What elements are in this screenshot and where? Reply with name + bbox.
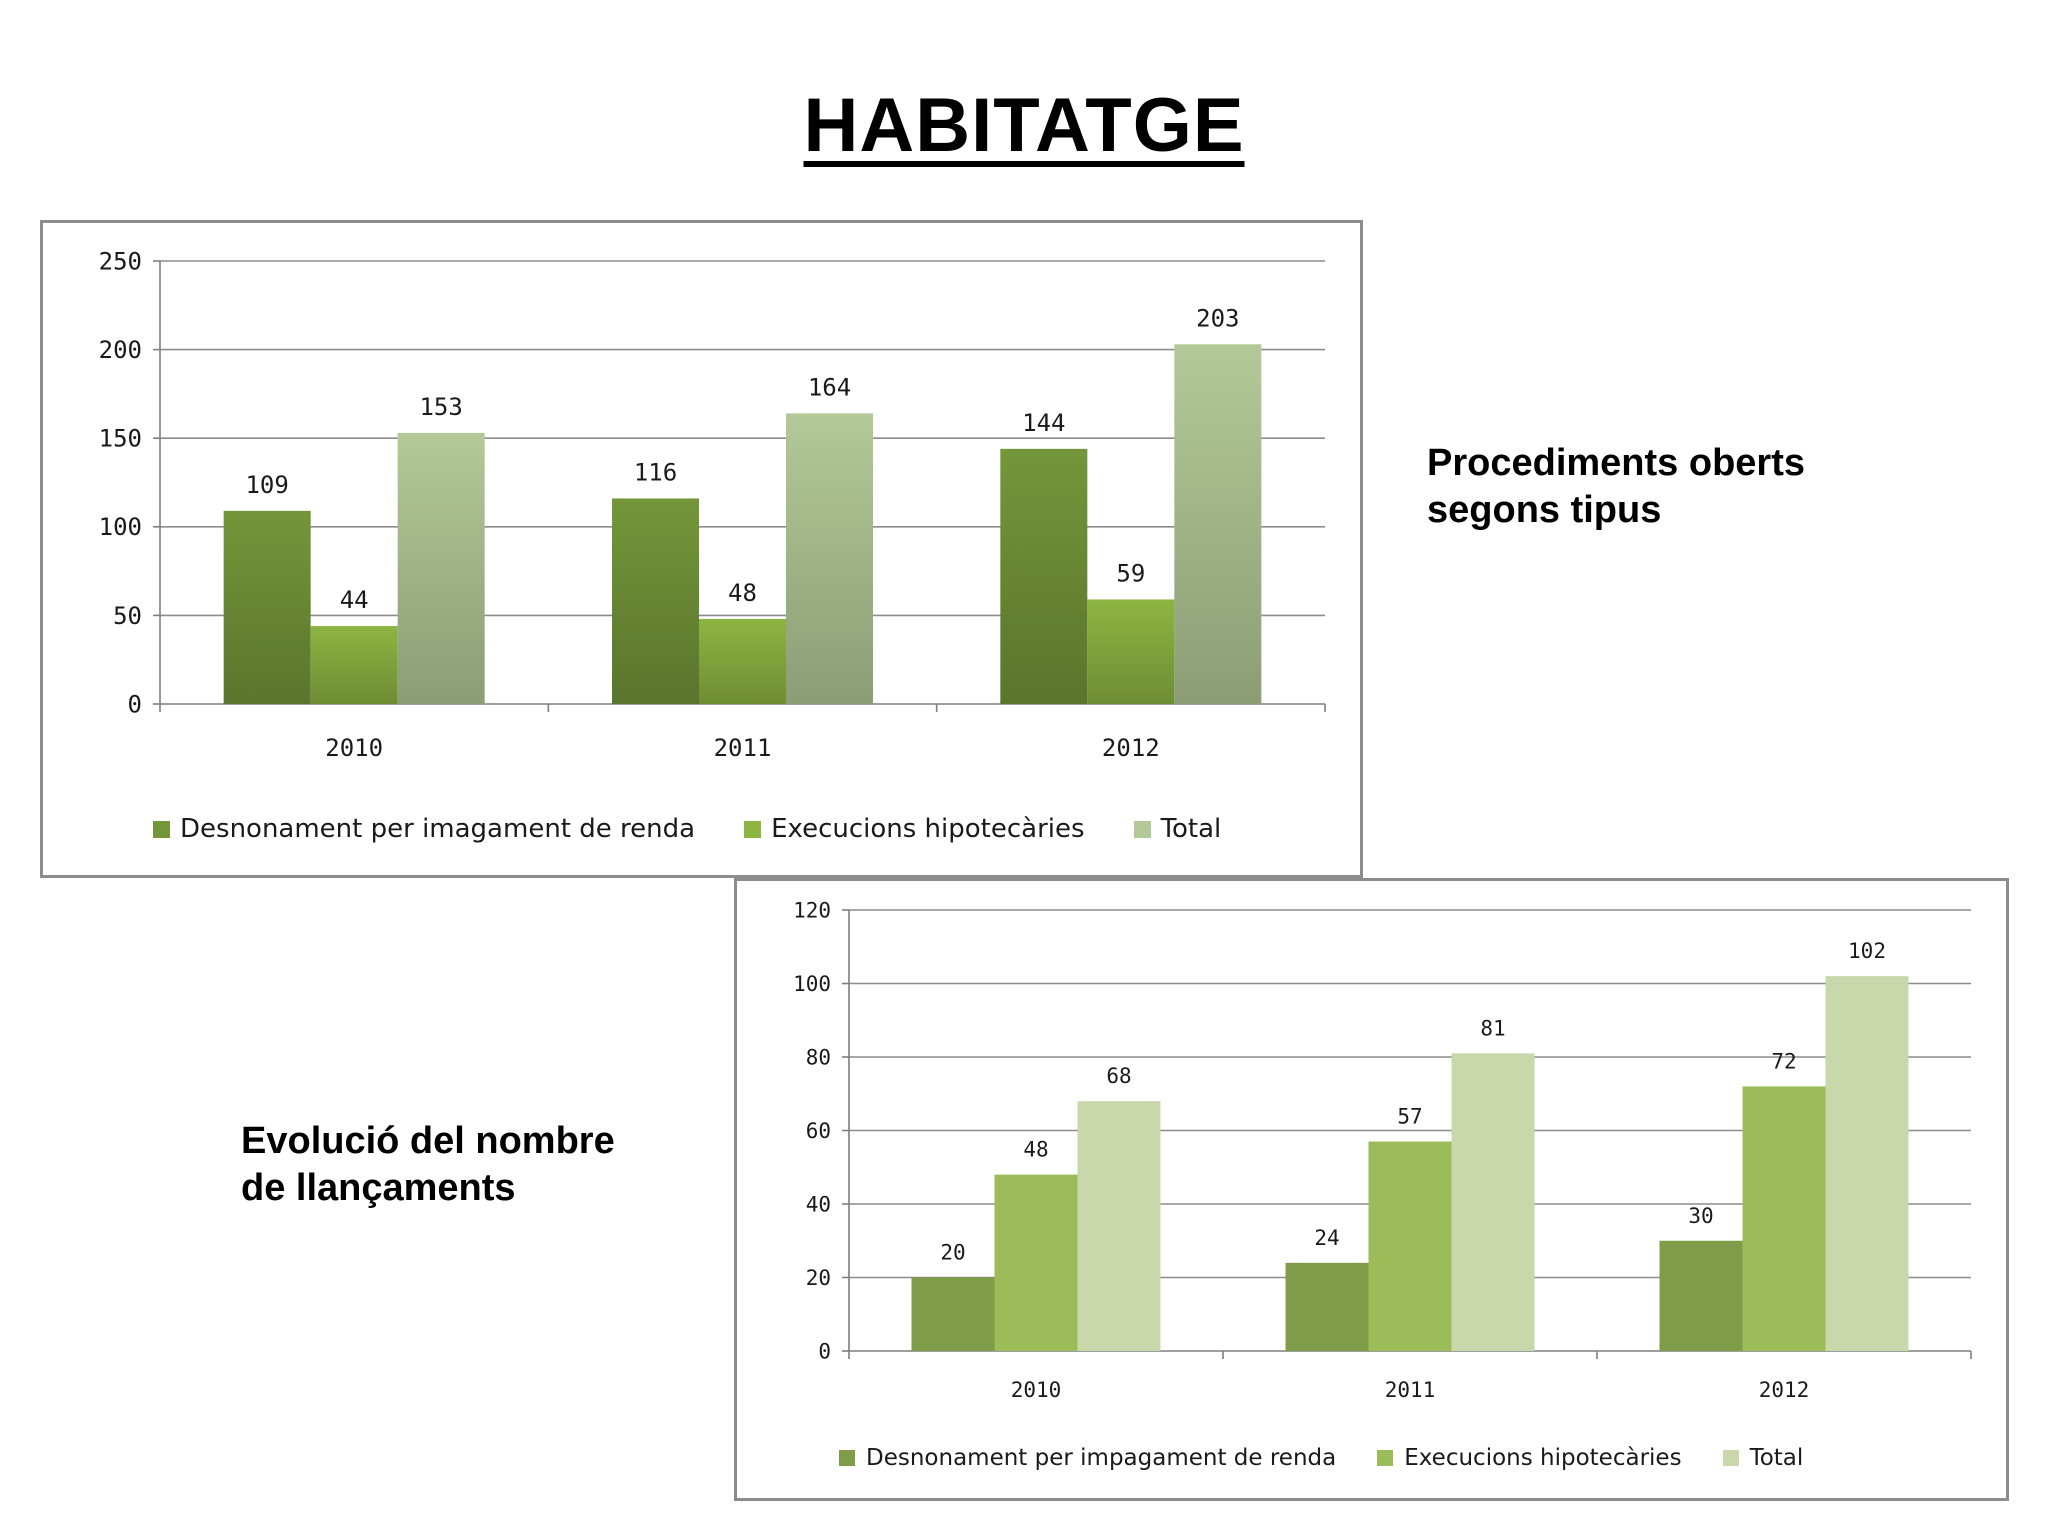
- legend-item-total: Total: [1722, 1445, 1804, 1471]
- legend-item-execucions: Execucions hipotecàries: [744, 814, 1085, 844]
- bar: [1087, 599, 1175, 704]
- bar: [699, 618, 786, 704]
- y-tick-label: 60: [806, 1119, 831, 1143]
- caption-line: segons tipus: [1427, 489, 1662, 531]
- legend-item-execucions: Execucions hipotecàries: [1377, 1445, 1682, 1471]
- bar: [1742, 1086, 1826, 1351]
- bar: [1451, 1053, 1535, 1351]
- y-tick-label: 100: [793, 972, 831, 996]
- y-tick-label: 0: [818, 1339, 831, 1363]
- data-label: 68: [1106, 1064, 1131, 1088]
- data-label: 109: [245, 471, 288, 499]
- data-label: 164: [808, 373, 851, 401]
- legend-swatch-desnonament: [153, 820, 170, 838]
- data-label: 203: [1196, 304, 1239, 332]
- y-tick-label: 200: [99, 336, 142, 364]
- bar: [1174, 344, 1262, 704]
- y-tick-label: 0: [128, 690, 142, 718]
- bar: [223, 510, 311, 704]
- chart-llancaments-caption: Evolució del nombre de llançaments: [241, 1118, 615, 1212]
- data-label: 144: [1022, 409, 1065, 437]
- data-label: 57: [1397, 1105, 1422, 1129]
- legend-label-desnonament: Desnonament per imagament de renda: [180, 814, 696, 844]
- bar: [397, 432, 485, 704]
- legend-label-total: Total: [1749, 1445, 1804, 1471]
- bar: [1825, 976, 1909, 1351]
- y-tick-label: 50: [113, 602, 142, 630]
- data-label: 30: [1688, 1204, 1713, 1228]
- x-tick-label: 2012: [1759, 1378, 1810, 1402]
- legend-item-desnonament: Desnonament per imagament de renda: [153, 814, 695, 844]
- legend-label-execucions: Execucions hipotecàries: [771, 814, 1085, 844]
- data-label: 81: [1480, 1016, 1505, 1040]
- y-tick-label: 100: [99, 513, 142, 541]
- bar: [1285, 1262, 1369, 1351]
- page-title: HABITATGE: [803, 83, 1245, 168]
- chart-procediments-caption: Procediments oberts segons tipus: [1427, 440, 1805, 534]
- data-label: 72: [1771, 1049, 1796, 1073]
- y-tick-label: 250: [99, 247, 142, 275]
- bar: [612, 498, 699, 704]
- legend-label-execucions: Execucions hipotecàries: [1404, 1445, 1682, 1471]
- caption-line: Procediments oberts: [1427, 442, 1805, 484]
- caption-line: de llançaments: [241, 1167, 516, 1209]
- bar: [911, 1277, 995, 1351]
- chart-llancaments: 0 20 40 60 80 100 120 20 48 68 2010 24 57 81 2011 30 72 1…: [734, 878, 2009, 1501]
- chart-llancaments-legend: Desnonament per impagament de renda Exec…: [839, 1445, 1844, 1471]
- data-label: 153: [419, 393, 462, 421]
- legend-label-total: Total: [1160, 814, 1222, 844]
- legend-swatch-execucions: [1377, 1450, 1394, 1466]
- legend-item-total: Total: [1133, 814, 1222, 844]
- caption-line: Evolució del nombre: [241, 1120, 615, 1162]
- x-tick-label: 2012: [1102, 734, 1160, 762]
- legend-label-desnonament: Desnonament per impagament de renda: [866, 1445, 1337, 1471]
- y-tick-label: 20: [806, 1266, 831, 1290]
- data-label: 44: [340, 586, 369, 614]
- data-label: 48: [728, 579, 757, 607]
- chart-llancaments-plot: 0 20 40 60 80 100 120 20 48 68 2010 24 57 81 2011 30 72 1…: [793, 898, 1972, 1402]
- legend-item-desnonament: Desnonament per impagament de renda: [839, 1445, 1336, 1471]
- x-tick-label: 2011: [714, 734, 772, 762]
- y-tick-label: 80: [806, 1045, 831, 1069]
- data-label: 102: [1848, 939, 1886, 963]
- chart-procediments: 0 50 100 150 200 250 109 44 153 2010 116 48 164 2011 1…: [40, 220, 1363, 878]
- legend-swatch-execucions: [744, 820, 762, 838]
- bar: [994, 1174, 1078, 1351]
- bar: [310, 626, 398, 704]
- bar: [1000, 448, 1088, 704]
- data-label: 116: [634, 458, 677, 486]
- data-label: 48: [1023, 1138, 1048, 1162]
- x-tick-label: 2010: [1011, 1378, 1062, 1402]
- data-label: 59: [1116, 559, 1145, 587]
- bar: [1368, 1141, 1452, 1351]
- data-label: 20: [940, 1241, 965, 1265]
- legend-swatch-desnonament: [839, 1450, 855, 1466]
- bar: [786, 413, 873, 704]
- bar: [1659, 1240, 1743, 1351]
- y-tick-label: 40: [806, 1192, 831, 1216]
- x-tick-label: 2011: [1385, 1378, 1436, 1402]
- x-tick-label: 2010: [325, 734, 383, 762]
- chart-procediments-legend: Desnonament per imagament de renda Execu…: [153, 814, 1270, 844]
- data-label: 24: [1314, 1226, 1339, 1250]
- chart-procediments-plot: 0 50 100 150 200 250 109 44 153 2010 116 48 164 2011 1…: [99, 247, 1326, 762]
- legend-swatch-total: [1133, 820, 1151, 838]
- y-tick-label: 120: [793, 898, 831, 922]
- y-tick-label: 150: [99, 425, 142, 453]
- bar: [1077, 1101, 1161, 1351]
- legend-swatch-total: [1722, 1450, 1739, 1466]
